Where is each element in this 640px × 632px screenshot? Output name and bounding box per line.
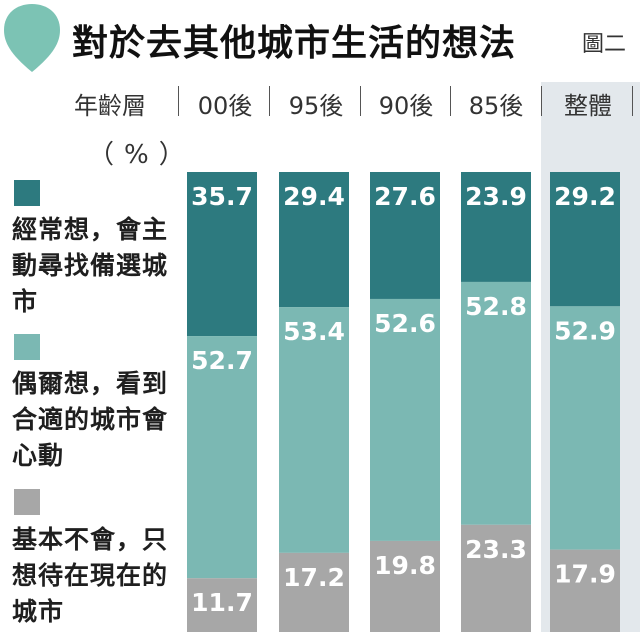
bar-never-1 [279, 552, 349, 632]
x-header-label: 年齡層 [74, 92, 146, 120]
header-divider [632, 86, 633, 116]
bar-sometimes-4 [550, 306, 620, 550]
data-label-never-1: 17.2 [283, 563, 345, 592]
bar-often-2 [370, 172, 440, 299]
bar-sometimes-1 [279, 307, 349, 553]
header-divider [450, 86, 451, 116]
leaf-drop-icon [4, 4, 60, 72]
bar-sometimes-2 [370, 298, 440, 541]
data-label-sometimes-1: 53.4 [283, 317, 345, 346]
data-label-never-3: 23.3 [465, 535, 527, 564]
data-label-often-1: 29.4 [283, 182, 345, 211]
legend-swatch-sometimes [14, 334, 40, 360]
bar-never-2 [370, 540, 440, 632]
data-label-sometimes-3: 52.8 [465, 292, 527, 321]
category-label-4: 整體 [564, 92, 612, 120]
legend-swatch-often [14, 180, 40, 206]
data-label-often-4: 29.2 [554, 182, 616, 211]
bar-never-4 [550, 549, 620, 632]
data-label-never-0: 11.7 [191, 588, 253, 617]
bar-often-0 [187, 172, 257, 337]
unit-label: （%） [88, 140, 195, 170]
header-divider [178, 86, 179, 116]
legend-label-sometimes: 偶爾想，看到合適的城市會心動 [12, 369, 169, 470]
data-label-never-4: 17.9 [554, 560, 616, 589]
bar-never-0 [187, 578, 257, 632]
data-label-sometimes-2: 52.6 [374, 309, 436, 338]
category-label-3: 85後 [468, 92, 524, 120]
figure-number: 圖二 [582, 32, 627, 57]
bar-sometimes-3 [461, 281, 531, 525]
legend-label-often: 經常想，會主動尋找備選城市 [12, 215, 169, 316]
chart-title: 對於去其他城市生活的想法 [72, 22, 517, 64]
bar-often-3 [461, 172, 531, 282]
legend-swatch-never [14, 489, 40, 515]
bar-often-1 [279, 172, 349, 308]
header-divider [360, 86, 361, 116]
bar-often-4 [550, 172, 620, 307]
data-label-often-3: 23.9 [465, 182, 527, 211]
data-label-never-2: 19.8 [374, 551, 436, 580]
legend-label-never: 基本不會，只想待在現在的城市 [12, 525, 169, 626]
category-label-1: 95後 [288, 92, 344, 120]
data-label-sometimes-0: 52.7 [191, 346, 253, 375]
header-divider [269, 86, 270, 116]
bar-never-3 [461, 524, 531, 632]
bar-sometimes-0 [187, 336, 257, 579]
data-label-sometimes-4: 52.9 [554, 316, 616, 345]
category-label-2: 90後 [378, 92, 434, 120]
category-label-0: 00後 [197, 92, 253, 120]
data-label-often-0: 35.7 [191, 182, 253, 211]
header-divider [541, 86, 542, 116]
data-label-often-2: 27.6 [374, 182, 436, 211]
